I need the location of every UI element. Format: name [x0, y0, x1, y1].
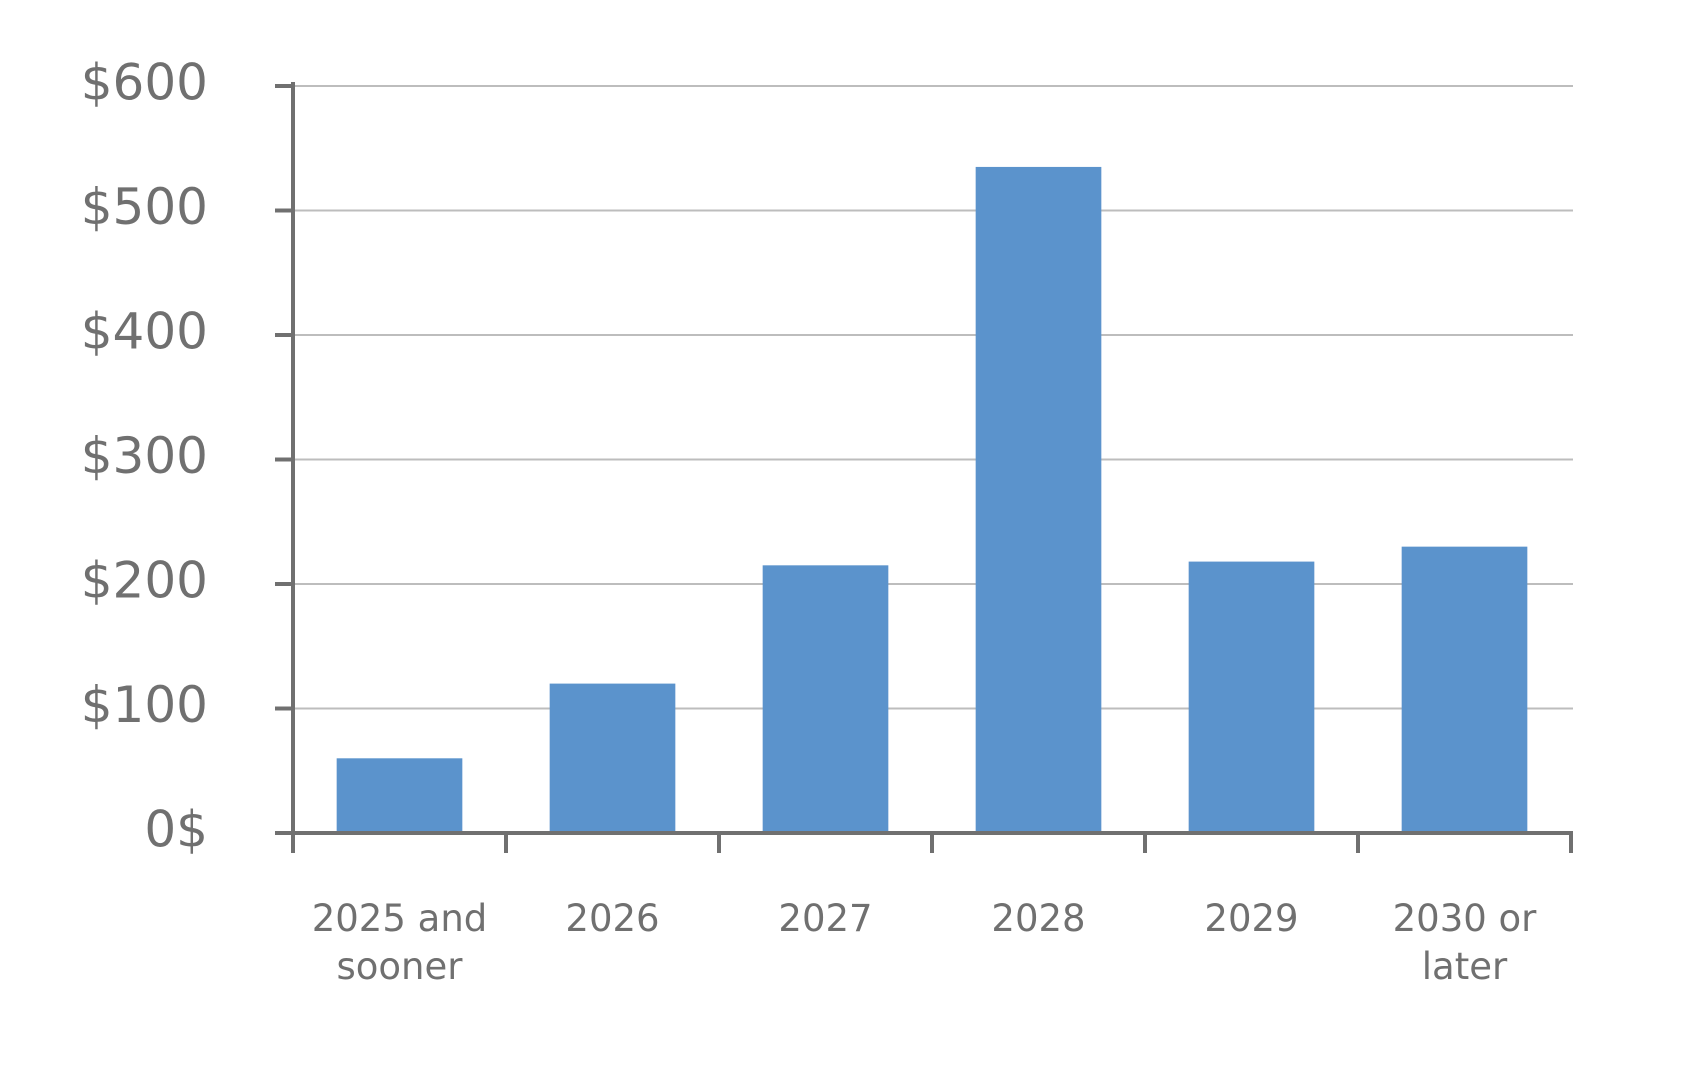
- bar: [1401, 546, 1528, 833]
- y-tick-label: $200: [81, 552, 208, 610]
- y-tick-label: $300: [81, 427, 208, 485]
- bar: [975, 166, 1102, 834]
- y-tick-label: $100: [81, 676, 208, 734]
- y-tick-label: $500: [81, 178, 208, 236]
- bar: [336, 758, 463, 833]
- bar: [762, 565, 889, 833]
- y-tick-label: 0$: [144, 801, 208, 859]
- x-tick-label: 2026: [565, 897, 660, 940]
- x-tick-label: 2025 and sooner: [311, 897, 488, 988]
- y-tick-label: $600: [81, 54, 208, 112]
- bar: [549, 683, 676, 833]
- y-tick-label: $400: [81, 303, 208, 361]
- x-tick-label: 2028: [991, 897, 1086, 940]
- x-tick-label: 2027: [778, 897, 873, 940]
- x-tick-label: 2029: [1204, 897, 1299, 940]
- bar: [1188, 561, 1315, 833]
- x-tick-label: 2030 or later: [1392, 897, 1537, 988]
